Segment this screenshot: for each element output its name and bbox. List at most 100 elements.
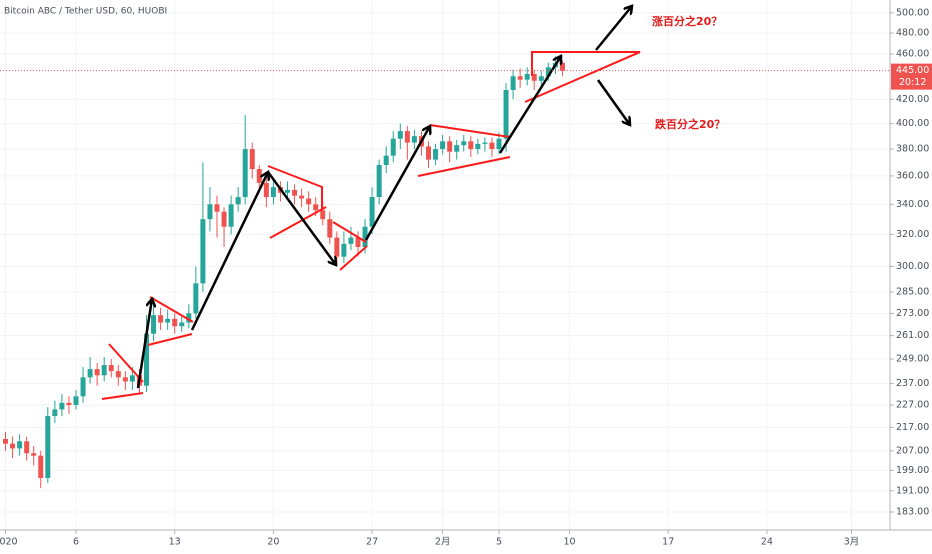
- candle-body: [285, 189, 291, 193]
- candle-body: [369, 197, 375, 227]
- x-tick-label: 13: [169, 537, 181, 548]
- candle-body: [426, 146, 432, 160]
- candle-body: [158, 315, 164, 323]
- candle-body: [66, 402, 72, 406]
- y-tick-label: 227.00: [896, 400, 929, 411]
- y-tick-label: 191.00: [896, 485, 929, 496]
- candle-body: [334, 237, 340, 257]
- candle-body: [327, 219, 333, 238]
- candle-body: [221, 211, 227, 227]
- candle-body: [538, 76, 544, 81]
- arrow: [266, 171, 336, 265]
- candle-body: [214, 204, 220, 212]
- annotation: 跌百分之20？: [655, 117, 725, 131]
- candle-body: [531, 73, 537, 81]
- candle-body: [524, 73, 530, 80]
- triangle: [101, 343, 144, 400]
- candle-body: [299, 195, 305, 199]
- y-tick-label: 380.00: [896, 144, 929, 155]
- candle-body: [129, 375, 135, 382]
- y-tick-label: 500.00: [896, 7, 929, 18]
- candle-body: [503, 89, 509, 139]
- candle-body: [355, 237, 361, 248]
- arrow: [596, 79, 630, 125]
- y-tick-label: 207.00: [896, 445, 929, 456]
- x-tick-label: 27: [366, 537, 378, 548]
- arrow: [595, 6, 632, 51]
- y-tick-label: 273.00: [896, 308, 929, 319]
- y-tick-label: 183.00: [896, 507, 929, 518]
- y-tick-label: 480.00: [896, 28, 929, 39]
- price-label-box: [891, 63, 932, 90]
- chart-title: Bitcoin ABC / Tether USD, 60, HUOBI: [4, 7, 167, 17]
- candle-body: [87, 369, 93, 378]
- candle-body: [186, 313, 192, 323]
- y-tick-label: 360.00: [896, 170, 929, 181]
- candle-body: [383, 155, 389, 166]
- candle-body: [172, 318, 178, 327]
- candle-body: [59, 402, 65, 410]
- candle-body: [482, 142, 488, 144]
- candle-body: [38, 455, 44, 478]
- candle-body: [390, 138, 396, 156]
- candle-body: [151, 315, 157, 334]
- candle-body: [200, 219, 206, 284]
- candle-body: [341, 243, 347, 257]
- y-tick-label: 300.00: [896, 261, 929, 272]
- candle-body: [122, 377, 128, 382]
- triangle: [267, 165, 327, 239]
- y-tick-label: 237.00: [896, 378, 929, 389]
- x-tick-label: 3月: [844, 537, 860, 548]
- candle-body: [235, 197, 241, 205]
- candle-body: [108, 365, 114, 372]
- arrow: [136, 299, 152, 389]
- candle-body: [489, 142, 495, 150]
- candle-body: [468, 141, 474, 150]
- y-tick-label: 285.00: [896, 286, 929, 297]
- candle-body: [193, 283, 199, 314]
- x-tick-label: 2020: [0, 537, 18, 548]
- candle-body: [80, 377, 86, 397]
- x-tick-label: 20: [267, 537, 279, 548]
- countdown: 20:12: [899, 77, 926, 88]
- candle-body: [242, 149, 248, 198]
- candle-body: [144, 333, 150, 386]
- candle-body: [249, 149, 255, 170]
- candle-body: [376, 165, 382, 198]
- candle-body: [433, 149, 439, 160]
- candle-body: [228, 204, 234, 227]
- candle-body: [263, 182, 269, 198]
- candle-body: [545, 67, 551, 77]
- candle-body: [454, 145, 460, 152]
- candle-body: [320, 210, 326, 220]
- candle-body: [24, 441, 30, 454]
- arrow: [498, 56, 561, 154]
- candle-body: [496, 138, 502, 150]
- candle-body: [270, 187, 276, 198]
- triangle: [332, 221, 368, 271]
- arrow: [364, 126, 430, 241]
- axes: 183.00 191.00 199.00 207.00 217.00 227.00 237.…: [0, 7, 932, 548]
- x-tick-label: 5: [496, 537, 502, 548]
- annotation: 涨百分之20？: [652, 14, 722, 28]
- candle-body: [461, 141, 467, 146]
- candle-body: [397, 131, 403, 139]
- triangle: [147, 296, 194, 346]
- candle-body: [292, 189, 298, 196]
- y-tick-label: 249.00: [896, 354, 929, 365]
- price-label: 445.00: [896, 65, 929, 76]
- y-tick-label: 320.00: [896, 229, 929, 240]
- candle-body: [510, 76, 516, 90]
- y-tick-label: 199.00: [896, 465, 929, 476]
- candle-body: [115, 371, 121, 378]
- candle-body: [10, 443, 16, 449]
- candle-body: [165, 318, 171, 323]
- x-tick-label: 24: [761, 537, 773, 548]
- triangle: [417, 124, 511, 177]
- triangle: [524, 51, 641, 103]
- candle-body: [447, 141, 453, 152]
- candle-body: [440, 141, 446, 150]
- candle-body: [17, 441, 23, 449]
- candle-body: [517, 76, 523, 80]
